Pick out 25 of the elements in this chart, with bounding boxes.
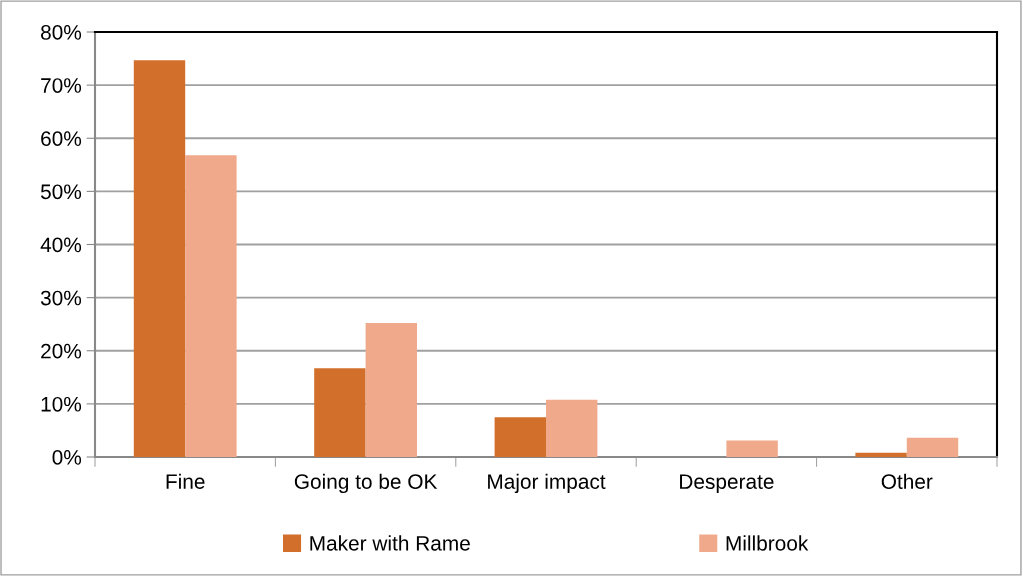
- y-tick-label: 10%: [41, 396, 82, 412]
- bar: [185, 155, 237, 457]
- y-tick-label: 0%: [52, 450, 82, 465]
- y-tick-label: 20%: [41, 343, 82, 359]
- y-tick-label: 30%: [40, 290, 82, 306]
- legend-label: Maker with Rame: [310, 535, 470, 551]
- x-tick-label: Going to be OK: [294, 473, 438, 494]
- bar: [546, 399, 598, 457]
- y-tick-label: 80%: [41, 25, 82, 40]
- bar: [365, 323, 418, 457]
- y-tick-label: 40%: [40, 237, 82, 253]
- legend-label: Millbrook: [726, 535, 809, 551]
- x-tick-label: Major impact: [488, 473, 606, 494]
- bar: [133, 60, 186, 457]
- y-tick-label: 60%: [41, 131, 82, 146]
- bar: [855, 452, 907, 457]
- x-tick-label: Desperate: [680, 474, 774, 494]
- bar: [314, 368, 366, 457]
- x-tick-label: Other: [881, 473, 933, 489]
- bar: [494, 417, 546, 457]
- bar: [906, 437, 959, 457]
- y-tick-label: 70%: [41, 78, 82, 93]
- x-tick-label: Fine: [166, 473, 205, 489]
- bar: [726, 440, 778, 457]
- y-tick-label: 50%: [40, 184, 82, 200]
